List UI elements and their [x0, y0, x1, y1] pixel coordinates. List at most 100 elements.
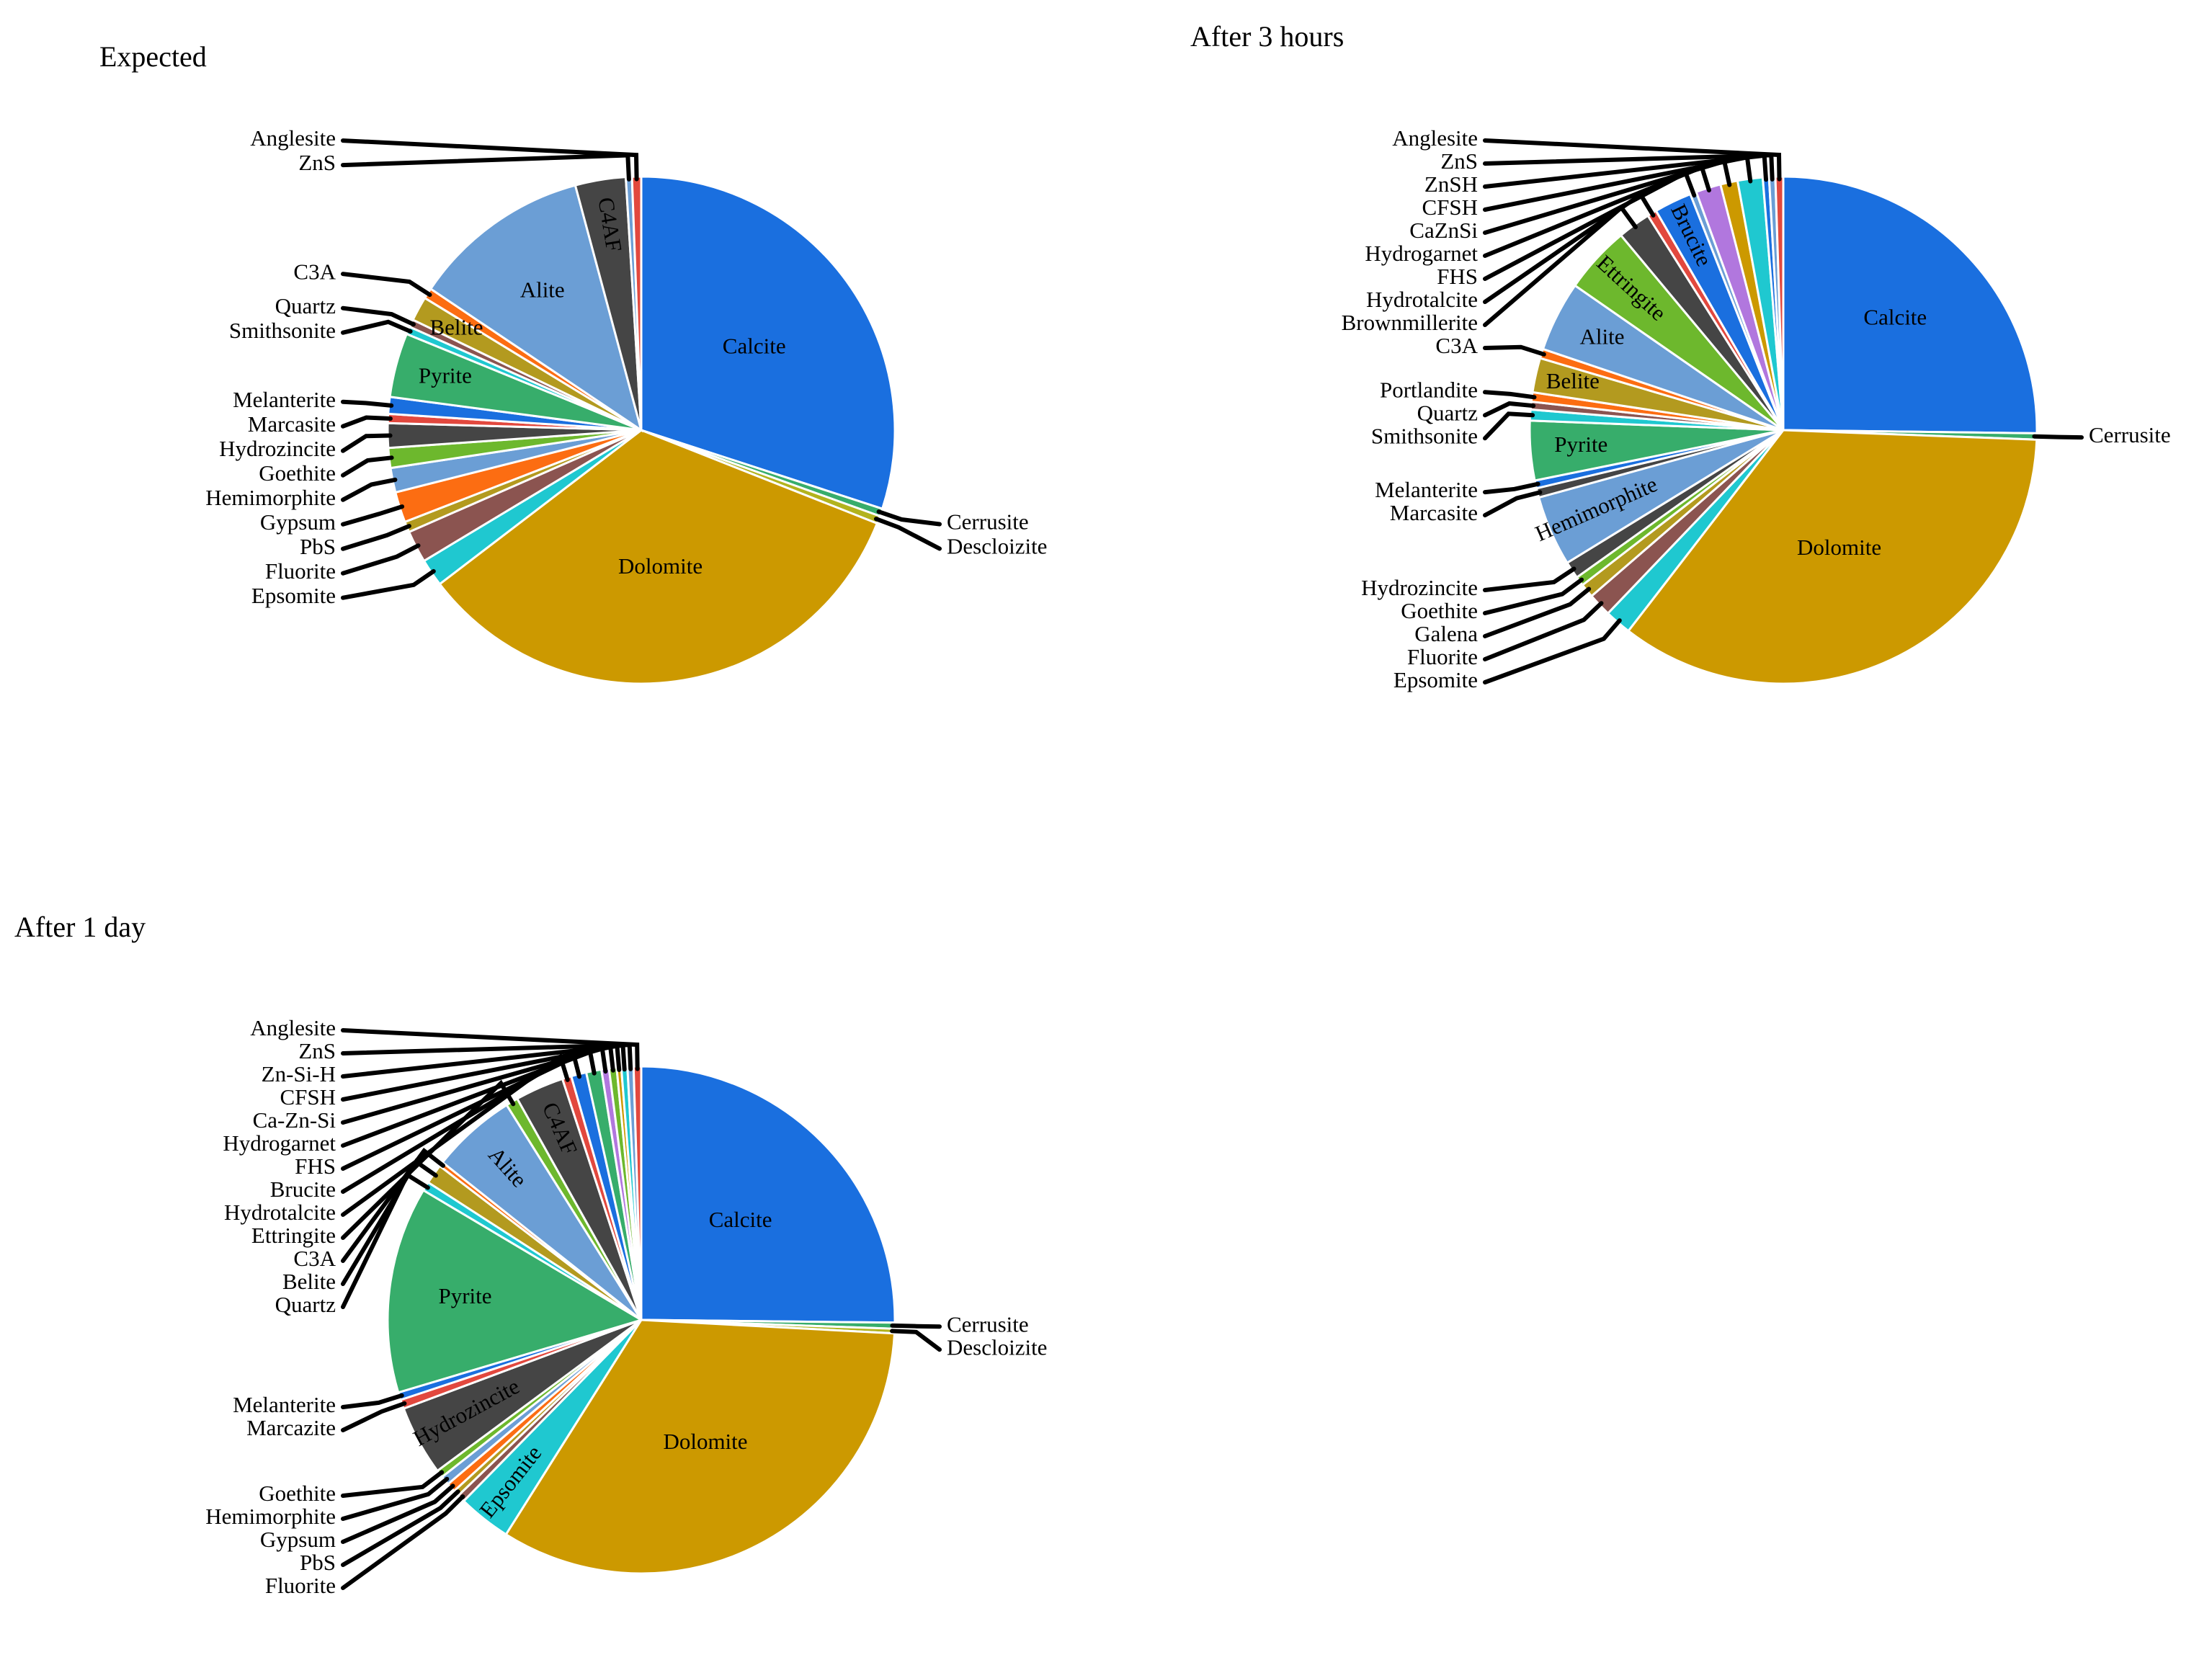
slice-label-brownmillerite: Brownmillerite [1342, 310, 1478, 335]
leader-line-fluorite [341, 543, 421, 576]
slice-label-znsh: ZnSH [1424, 171, 1478, 197]
slice-label-hydrogarnet: Hydrogarnet [223, 1130, 336, 1156]
leader-line-hemimorphite [341, 1476, 450, 1521]
leader-line-galena [1483, 586, 1592, 638]
slice-label-cfsh: CFSH [280, 1084, 336, 1110]
slice-label-anglesite: Anglesite [250, 1015, 336, 1040]
slice-label-marcazite: Marcazite [246, 1415, 336, 1440]
pie-slice-dolomite [438, 429, 879, 685]
slice-label-epsomite: Epsomite [1393, 667, 1478, 692]
slice-label-descloizite: Descloizite [947, 534, 1047, 559]
slice-label-belite: Belite [429, 314, 483, 339]
leader-line-goethite [341, 455, 394, 478]
slice-label-melanterite: Melanterite [233, 387, 336, 412]
leader-line-znsh [1483, 153, 1768, 189]
slice-label-galena: Galena [1414, 621, 1478, 646]
leader-line-anglesite [341, 138, 639, 182]
slice-label-fluorite: Fluorite [1407, 644, 1478, 669]
leader-line-hemimorphite [341, 477, 398, 502]
leader-line-anglesite [341, 1028, 640, 1071]
leader-line-c3a [341, 1148, 445, 1263]
slice-label-c3a: C3A [1435, 333, 1478, 358]
slice-label-zns: ZnS [1440, 148, 1478, 174]
slice-label-belite: Belite [1546, 368, 1600, 393]
slice-label-pbs: PbS [300, 1550, 336, 1575]
leader-line-ca-zn-si [341, 1043, 615, 1125]
leader-line-quartz [341, 305, 416, 327]
slice-label-anglesite: Anglesite [250, 125, 336, 151]
leader-line-hydrogarnet [1483, 164, 1711, 258]
slice-label-hydrozincite: Hydrozincite [219, 436, 336, 461]
leader-line-hydrozincite [1483, 566, 1577, 592]
pie-slice-alite [429, 184, 643, 433]
slice-label-hemimorphite: Hemimorphite [205, 1504, 336, 1529]
pie-slice-dolomite [1626, 429, 2038, 685]
leader-line-zns [341, 1043, 633, 1071]
leader-line-c3a [341, 272, 432, 298]
slice-label-quartz: Quartz [275, 293, 336, 318]
slice-label-goethite: Goethite [259, 460, 336, 486]
slice-label-cerrusite: Cerrusite [947, 509, 1029, 535]
leader-line-melanterite [341, 1393, 404, 1409]
slice-label-dolomite: Dolomite [1797, 535, 1881, 560]
pie-slice-calcite [640, 1065, 896, 1324]
leader-line-hydrogarnet [341, 1044, 608, 1148]
leader-line-caznsi [1483, 159, 1732, 235]
pie-slice-pyrite [386, 1188, 644, 1394]
leader-line-portlandite [1483, 390, 1537, 400]
slice-label-pbs: PbS [300, 534, 336, 559]
slice-label-hydrotalcite: Hydrotalcite [224, 1200, 336, 1225]
leader-line-brucite [341, 1050, 581, 1194]
slice-label-goethite: Goethite [259, 1481, 336, 1506]
slice-label-gypsum: Gypsum [260, 509, 336, 535]
leader-line-epsomite [1483, 618, 1622, 684]
leader-line-cfsh [1483, 154, 1753, 212]
slice-label-melanterite: Melanterite [1375, 477, 1478, 502]
leader-line-melanterite [1483, 481, 1540, 495]
chart-title-after-1-day: After 1 day [14, 911, 146, 943]
slice-label-descloizite: Descloizite [947, 1334, 1047, 1360]
leader-line-zns [341, 153, 631, 182]
chart-title-expected: Expected [99, 40, 207, 73]
slice-label-fhs: FHS [295, 1153, 336, 1179]
leader-line-melanterite [341, 399, 394, 408]
leader-line-hydrozincite [341, 433, 393, 453]
leader-line-belite [341, 1158, 438, 1286]
slice-label-ca-zn-si: Ca-Zn-Si [253, 1107, 336, 1133]
slice-label-calcite: Calcite [723, 333, 786, 358]
leader-line-zn-si-h [341, 1043, 627, 1079]
leader-line-fluorite [1483, 601, 1604, 661]
pie-after-1-day: CalciteDolomiteEpsomiteHydrozincitePyrit… [205, 1015, 1047, 1598]
slice-label-fluorite: Fluorite [265, 558, 336, 584]
slice-label-smithsonite: Smithsonite [229, 318, 336, 343]
leader-line-brownmillerite [1483, 204, 1638, 327]
slice-label-brucite: Brucite [270, 1177, 336, 1202]
slice-label-hydrotalcite: Hydrotalcite [1366, 287, 1478, 312]
slice-label-c3a: C3A [293, 1246, 336, 1271]
slice-label-hydrogarnet: Hydrogarnet [1365, 241, 1478, 266]
leader-line-epsomite [341, 568, 436, 600]
slice-label-c3a: C3A [293, 259, 336, 284]
leader-line-descloizite [874, 517, 942, 551]
slice-label-zn-si-h: Zn-Si-H [262, 1061, 336, 1086]
slice-label-calcite: Calcite [709, 1207, 772, 1232]
pie-slice-calcite [1782, 175, 2038, 434]
leader-line-goethite [1483, 577, 1584, 615]
leader-line-cerrusite [876, 509, 942, 527]
slice-label-anglesite: Anglesite [1392, 125, 1478, 151]
pie-slice-calcite [640, 175, 896, 511]
leader-line-gypsum [341, 1483, 455, 1544]
slice-label-smithsonite: Smithsonite [1371, 423, 1478, 448]
slice-label-epsomite: Epsomite [251, 583, 336, 608]
slice-label-portlandite: Portlandite [1380, 377, 1478, 402]
slice-label-marcasite: Marcasite [248, 411, 336, 437]
slice-label-belite: Belite [282, 1269, 336, 1294]
leader-line-quartz [1483, 401, 1536, 418]
slice-label-goethite: Goethite [1401, 598, 1478, 623]
leader-line-c3a [1483, 344, 1546, 357]
slice-label-cerrusite: Cerrusite [2089, 422, 2171, 447]
slice-label-cerrusite: Cerrusite [947, 1311, 1029, 1336]
leader-line-descloizite [890, 1329, 942, 1352]
slice-label-cfsh: CFSH [1422, 195, 1478, 220]
